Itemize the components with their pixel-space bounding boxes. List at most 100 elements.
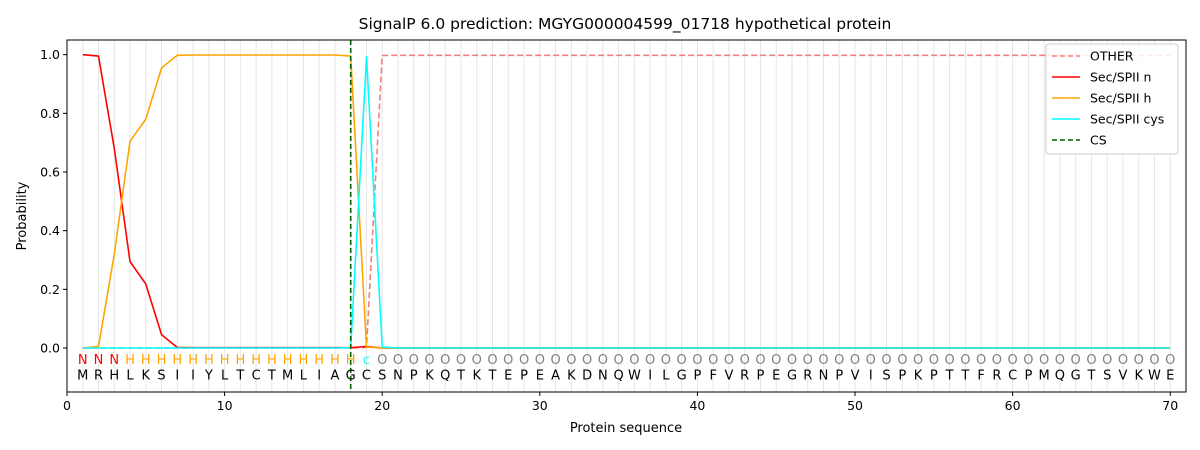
region-label: O <box>535 353 545 368</box>
region-label: O <box>566 353 576 368</box>
residue-letter: P <box>520 368 528 383</box>
x-tick-label: 30 <box>532 398 548 413</box>
legend-label: Sec/SPII n <box>1090 70 1151 85</box>
region-label: H <box>220 353 230 368</box>
residue-letter: G <box>677 368 687 383</box>
residue-letter: A <box>551 368 560 383</box>
residue-letter: I <box>648 368 652 383</box>
region-label: H <box>346 353 356 368</box>
residue-letter: E <box>504 368 512 383</box>
legend-box <box>1045 43 1179 155</box>
x-tick-label: 40 <box>689 398 705 413</box>
region-label: O <box>503 353 513 368</box>
region-label: O <box>456 353 466 368</box>
y-tick-label: 0.0 <box>40 341 60 356</box>
residue-letter: G <box>1071 368 1081 383</box>
residue-letter: G <box>787 368 797 383</box>
region-label: O <box>740 353 750 368</box>
residue-letter: T <box>456 368 465 383</box>
y-tick-label: 1.0 <box>40 47 60 62</box>
x-axis-label: Protein sequence <box>570 421 682 436</box>
residue-letter: S <box>1103 368 1111 383</box>
legend-label: Sec/SPII h <box>1090 91 1151 106</box>
region-label: O <box>582 353 592 368</box>
y-tick-label: 0.4 <box>40 223 60 238</box>
region-label: O <box>424 353 434 368</box>
region-label: H <box>157 353 167 368</box>
residue-letter: K <box>425 368 434 383</box>
residue-letter: I <box>175 368 179 383</box>
plot-frame <box>66 39 1187 393</box>
residue-letter: V <box>724 368 733 383</box>
legend: OTHER Sec/SPII n Sec/SPII h Sec/SPII cys CS <box>1045 43 1179 155</box>
region-label: O <box>976 353 986 368</box>
region-label: O <box>1134 353 1144 368</box>
x-tick-label: 10 <box>217 398 233 413</box>
legend-label: CS <box>1090 133 1107 148</box>
residue-letter: L <box>221 368 229 383</box>
region-label: O <box>834 353 844 368</box>
region-label: H <box>188 353 198 368</box>
region-label: H <box>314 353 324 368</box>
region-label: O <box>897 353 907 368</box>
region-label: O <box>1071 353 1081 368</box>
region-label: O <box>913 353 923 368</box>
residue-letter: L <box>300 368 308 383</box>
region-label: O <box>1149 353 1159 368</box>
residue-letter: L <box>662 368 670 383</box>
residue-letter: T <box>267 368 276 383</box>
series-line-sec-spii-h <box>82 54 1171 349</box>
region-label: O <box>850 353 860 368</box>
region-label: O <box>409 353 419 368</box>
residue-letter: I <box>191 368 195 383</box>
region-label: N <box>78 353 88 368</box>
residue-letter: T <box>945 368 954 383</box>
residue-letter: K <box>914 368 923 383</box>
residue-letter: K <box>1134 368 1143 383</box>
residue-letter: P <box>694 368 702 383</box>
grid-lines <box>82 40 1171 392</box>
residue-letter: I <box>869 368 873 383</box>
residue-letter: S <box>378 368 386 383</box>
region-label: O <box>818 353 828 368</box>
residue-letter: L <box>126 368 134 383</box>
residue-letter: W <box>1148 368 1161 383</box>
region-label: O <box>881 353 891 368</box>
x-axis: 0 10 20 30 40 50 60 70 <box>63 392 1178 413</box>
region-label: O <box>393 353 403 368</box>
region-label: O <box>803 353 813 368</box>
region-label: H <box>204 353 214 368</box>
region-label: H <box>172 353 182 368</box>
region-label: H <box>299 353 309 368</box>
residue-letter: T <box>235 368 244 383</box>
region-label: H <box>283 353 293 368</box>
residue-letter: Y <box>204 368 213 383</box>
residue-letter: N <box>819 368 829 383</box>
residue-letter: D <box>582 368 592 383</box>
residue-letter: M <box>282 368 293 383</box>
residue-letter: R <box>94 368 103 383</box>
region-label: O <box>1055 353 1065 368</box>
residue-letter: Q <box>614 368 624 383</box>
y-axis-label: Probability <box>15 181 30 250</box>
region-label: O <box>708 353 718 368</box>
residue-letter: K <box>567 368 576 383</box>
residue-letter: N <box>598 368 608 383</box>
region-label: O <box>866 353 876 368</box>
region-label: O <box>1102 353 1112 368</box>
region-label: O <box>629 353 639 368</box>
residue-letter: R <box>803 368 812 383</box>
region-label: O <box>550 353 560 368</box>
residue-letter: V <box>1119 368 1128 383</box>
residue-letter: V <box>851 368 860 383</box>
residue-letter: S <box>882 368 890 383</box>
residue-letter: P <box>835 368 843 383</box>
region-label: O <box>1086 353 1096 368</box>
x-tick-label: 0 <box>63 398 71 413</box>
residue-letter: W <box>628 368 641 383</box>
residue-letter: R <box>740 368 749 383</box>
x-tick-label: 70 <box>1162 398 1178 413</box>
region-label: O <box>787 353 797 368</box>
residue-letter: M <box>1039 368 1050 383</box>
